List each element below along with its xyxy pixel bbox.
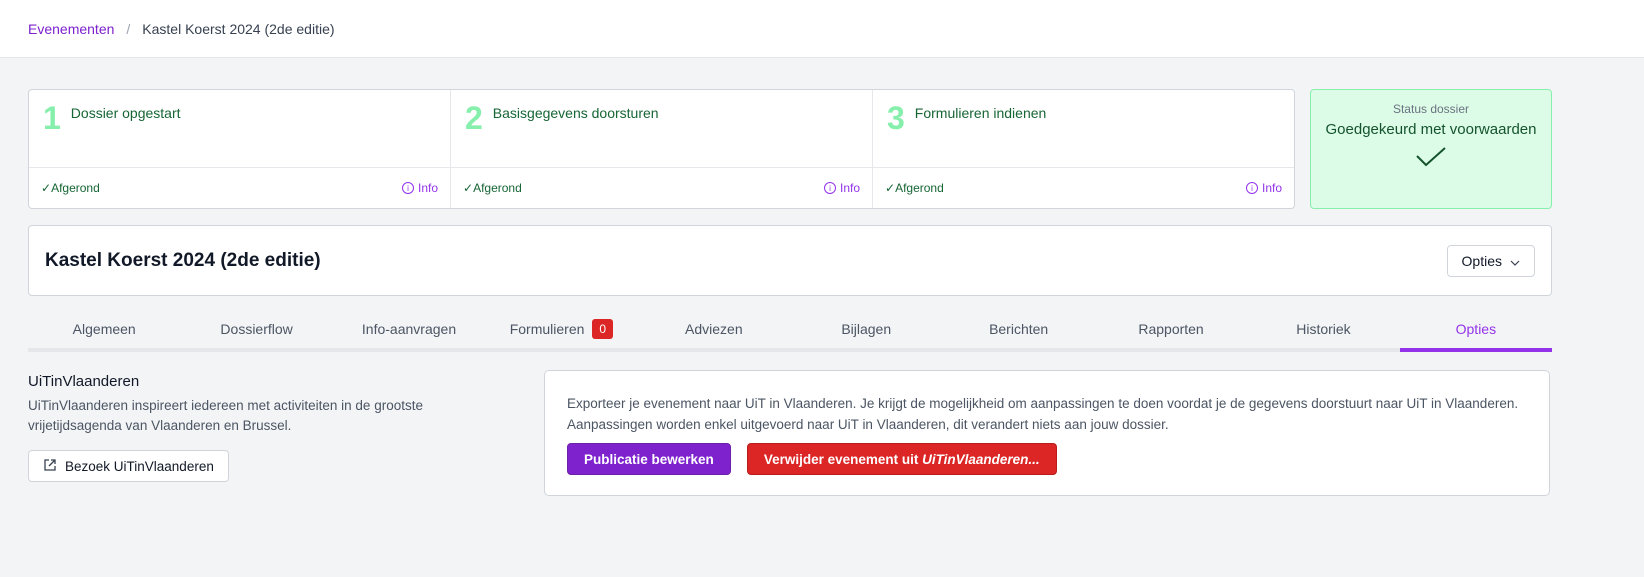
step-status: ✓Afgerond xyxy=(41,181,100,195)
event-title-card: Kastel Koerst 2024 (2de editie) Opties xyxy=(28,225,1552,296)
uit-info-section: UiTinVlaanderen UiTinVlaanderen inspiree… xyxy=(28,373,498,482)
check-icon: ✓ xyxy=(41,181,52,195)
check-icon: ✓ xyxy=(885,181,896,195)
tab-info-aanvragen[interactable]: Info-aanvragen xyxy=(361,321,457,337)
step-title: Dossier opgestart xyxy=(70,105,181,121)
tab-opties[interactable]: Opties xyxy=(1399,310,1553,352)
info-link[interactable]: i Info xyxy=(401,181,438,195)
tab-historiek[interactable]: Historiek xyxy=(1296,321,1351,337)
info-link[interactable]: i Info xyxy=(1245,181,1282,195)
edit-publication-button[interactable]: Publicatie bewerken xyxy=(567,443,731,475)
section-heading: UiTinVlaanderen xyxy=(28,373,140,390)
step-number: 2 xyxy=(465,100,483,136)
step-number: 1 xyxy=(43,100,61,136)
tabs: Algemeen Dossierflow Info-aanvragen Form… xyxy=(28,310,1553,352)
check-icon: ✓ xyxy=(463,181,474,195)
count-badge: 0 xyxy=(592,319,614,339)
tab-dossierflow[interactable]: Dossierflow xyxy=(220,321,293,337)
visit-uitinvlaanderen-button[interactable]: Bezoek UiTinVlaanderen xyxy=(28,450,229,482)
step-number: 3 xyxy=(887,100,905,136)
external-link-icon xyxy=(43,458,57,475)
check-icon xyxy=(1311,146,1551,173)
status-dossier: Status dossier Goedgekeurd met voorwaard… xyxy=(1310,89,1552,209)
tab-formulieren[interactable]: Formulieren 0 xyxy=(485,310,637,352)
options-button[interactable]: Opties xyxy=(1446,244,1535,277)
dossier-steps: 1 Dossier opgestart ✓Afgerond i Info 2 Basis… xyxy=(28,89,1295,209)
tab-adviezen[interactable]: Adviezen xyxy=(685,321,743,337)
status-value: Goedgekeurd met voorwaarden xyxy=(1325,121,1537,138)
step-status: ✓Afgerond xyxy=(463,181,522,195)
info-link[interactable]: i Info xyxy=(823,181,860,195)
breadcrumb-separator: / xyxy=(126,20,131,37)
info-icon: i xyxy=(1245,182,1258,194)
step-2: 2 Basisgegevens doorsturen ✓Afgerond i Info xyxy=(451,90,873,208)
export-text: Exporteer je evenement naar UiT in Vlaan… xyxy=(567,396,1519,432)
export-card: Exporteer je evenement naar UiT in Vlaan… xyxy=(544,370,1550,496)
step-title: Formulieren indienen xyxy=(914,105,1047,121)
tab-rapporten[interactable]: Rapporten xyxy=(1138,321,1204,337)
breadcrumb: Evenementen / Kastel Koerst 2024 (2de ed… xyxy=(0,0,1644,58)
step-1: 1 Dossier opgestart ✓Afgerond i Info xyxy=(29,90,451,208)
info-icon: i xyxy=(823,182,836,194)
tab-algemeen[interactable]: Algemeen xyxy=(72,321,136,337)
breadcrumb-current: Kastel Koerst 2024 (2de editie) xyxy=(142,20,335,37)
step-status: ✓Afgerond xyxy=(885,181,944,195)
chevron-down-icon xyxy=(1510,253,1520,269)
step-3: 3 Formulieren indienen ✓Afgerond i Info xyxy=(873,90,1294,208)
tab-berichten[interactable]: Berichten xyxy=(989,321,1049,337)
step-title: Basisgegevens doorsturen xyxy=(492,105,659,121)
info-icon: i xyxy=(401,182,414,194)
tab-bijlagen[interactable]: Bijlagen xyxy=(841,321,892,337)
page-title: Kastel Koerst 2024 (2de editie) xyxy=(45,249,321,271)
status-label: Status dossier xyxy=(1392,102,1470,116)
delete-event-button[interactable]: Verwijder evenement uit UiTinVlaanderen.… xyxy=(746,443,1057,475)
breadcrumb-evenementen-link[interactable]: Evenementen xyxy=(28,20,115,37)
section-description: UiTinVlaanderen inspireert iedereen met … xyxy=(28,398,423,433)
